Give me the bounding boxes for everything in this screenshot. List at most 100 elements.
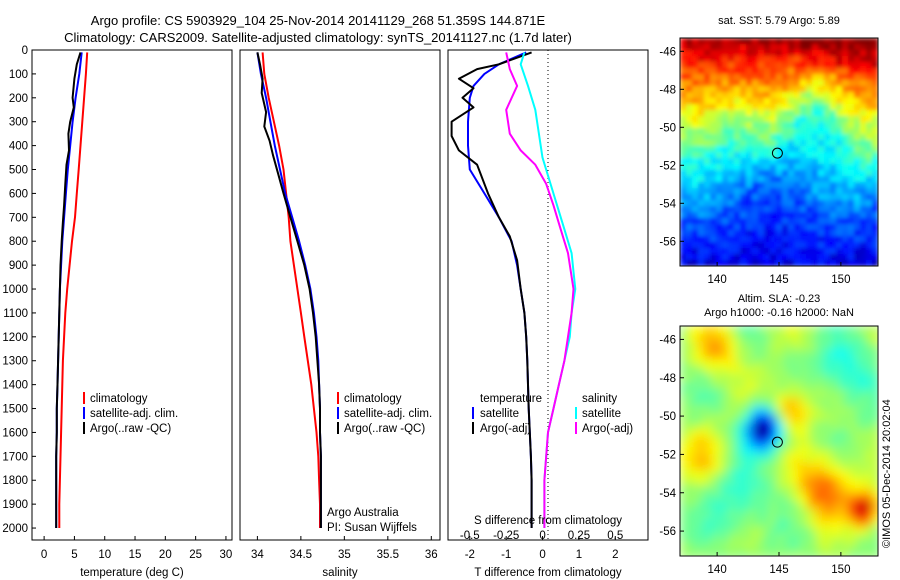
sla-cell [808,334,817,343]
sst-cell [842,212,849,219]
sst-cell [746,56,753,63]
sst-cell [782,260,789,266]
sst-cell [824,44,831,51]
sst-cell [764,62,771,69]
sst-cell [746,248,753,255]
sst-cell [734,218,741,225]
sla-cell [872,534,878,543]
sla-cell [864,534,873,543]
sla-cell [752,366,761,375]
sst-cell [824,194,831,201]
sla-cell [784,358,793,367]
sla-cell [760,350,769,359]
sla-cell [744,422,753,431]
sst-cell [740,212,747,219]
sla-cell [864,446,873,455]
sst-cell [692,104,699,111]
sst-cell [848,242,855,249]
sst-cell [752,170,759,177]
sst-cell [800,38,807,45]
sst-cell [872,158,878,165]
sst-cell [770,68,777,75]
sla-cell [768,510,777,519]
sla-cell [784,550,793,556]
sla-cell [832,326,841,335]
sst-cell [704,98,711,105]
sla-cell [736,390,745,399]
sla-cell [856,534,865,543]
sst-cell [728,50,735,57]
sst-cell [722,248,729,255]
sst-cell [848,212,855,219]
sla-cell [688,478,697,487]
sst-cell [686,110,693,117]
sst-cell [764,140,771,147]
sla-cell [816,510,825,519]
sst-cell [746,68,753,75]
s-diff-tick-label: 0.5 [607,530,623,542]
sst-cell [872,200,878,207]
depth-tick-label: 1700 [2,451,28,463]
sla-cell [736,350,745,359]
sst-cell [746,224,753,231]
sst-cell [686,134,693,141]
sst-cell [704,86,711,93]
sla-cell [792,502,801,511]
x-tick-label: 35 [338,549,351,561]
sla-cell [872,390,878,399]
sst-cell [698,212,705,219]
sla-cell [824,390,833,399]
sst-cell [794,236,801,243]
sla-cell [736,486,745,495]
sla-cell [824,334,833,343]
sst-cell [758,110,765,117]
sla-cell [840,494,849,503]
legend-label-s-argo: Argo(-adj) [582,423,633,435]
sst-cell [728,86,735,93]
sst-cell [782,182,789,189]
legend-label-climatology: climatology [344,393,402,405]
sla-cell [704,366,713,375]
sla-cell [840,478,849,487]
sst-cell [794,74,801,81]
sst-cell [860,56,867,63]
sst-cell [758,170,765,177]
sla-cell [808,518,817,527]
sst-cell [830,170,837,177]
sst-cell [866,248,873,255]
sla-cell [704,486,713,495]
sst-cell [854,92,861,99]
sst-cell [776,56,783,63]
sla-cell [680,494,689,503]
sst-cell [872,62,878,69]
sst-cell [716,152,723,159]
sla-cell [704,542,713,551]
sst-cell [752,242,759,249]
salinity-xlabel: salinity [322,567,357,579]
sla-cell [744,550,753,556]
sst-cell [836,128,843,135]
sst-cell [812,134,819,141]
sst-cell [812,56,819,63]
sst-cell [722,116,729,123]
sst-cell [788,164,795,171]
sst-cell [740,236,747,243]
sst-cell [824,92,831,99]
sst-cell [854,56,861,63]
sst-cell [776,86,783,93]
sla-cell [832,478,841,487]
sst-cell [758,188,765,195]
sst-cell [872,116,878,123]
sst-cell [818,176,825,183]
sst-cell [698,92,705,99]
sst-cell [782,110,789,117]
sst-cell [770,224,777,231]
sst-cell [746,38,753,45]
sst-cell [740,44,747,51]
sst-cell [692,242,699,249]
sla-cell [728,414,737,423]
sst-cell [824,248,831,255]
sst-cell [722,74,729,81]
sst-cell [698,98,705,105]
sst-cell [788,62,795,69]
